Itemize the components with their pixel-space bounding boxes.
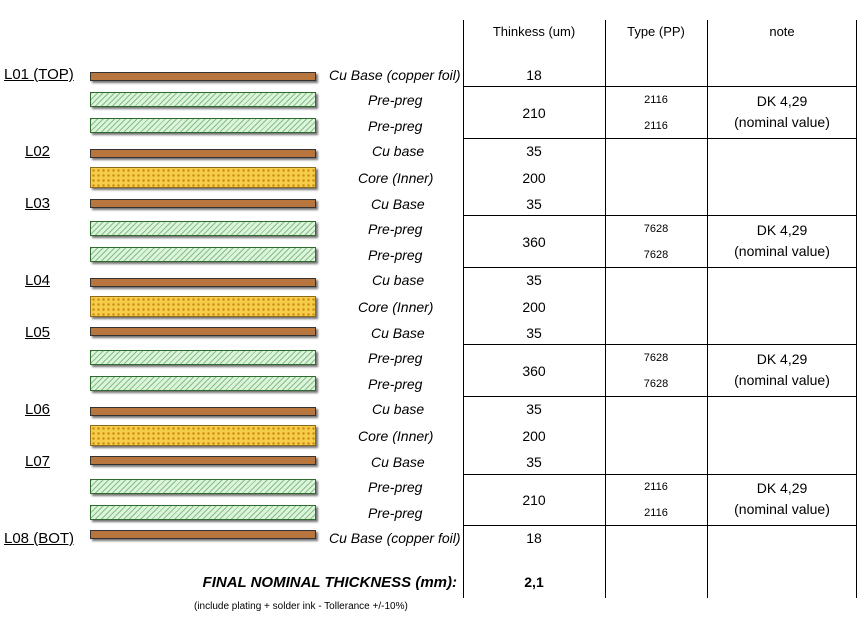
table-divider-note [707,20,708,598]
prepreg-type-value: 7628 [643,352,669,364]
prepreg-layer-bar [90,505,316,520]
final-thickness-footnote: (include plating + solder ink - Tolleran… [194,601,408,612]
copper-layer-bar [90,327,316,336]
thickness-value: 200 [522,428,546,444]
header-type: Type (PP) [627,24,685,39]
prepreg-type-value: 2116 [644,507,668,519]
thickness-value: 18 [526,530,542,546]
table-divider-thickness [463,20,464,598]
prepreg-layer-bar [90,376,316,391]
row-separator [463,525,857,526]
material-label: Core (Inner) [358,299,434,315]
prepreg-type-value: 2116 [644,120,668,132]
thickness-value: 200 [522,299,546,315]
prepreg-type-value: 7628 [643,249,669,261]
row-separator [463,396,857,397]
row-separator [463,474,857,475]
thickness-value: 18 [526,67,542,83]
thickness-value: 35 [526,143,542,159]
prepreg-layer-bar [90,247,316,262]
material-label: Cu Base [371,325,425,341]
note-cell: DK 4,29 (nominal value) [707,220,857,262]
core-layer-bar [90,296,316,317]
copper-layer-bar [90,72,316,81]
note-nominal: (nominal value) [734,501,830,517]
material-label: Pre-preg [368,505,423,521]
layer-label-l05: L05 [25,324,51,341]
note-nominal: (nominal value) [734,243,830,259]
header-thickness: Thinkess (um) [492,24,576,39]
prepreg-layer-bar [90,118,316,133]
material-label: Pre-preg [368,118,423,134]
note-dk: DK 4,29 [756,351,808,367]
core-layer-bar [90,167,316,188]
layer-label-l01: L01 (TOP) [4,66,74,83]
prepreg-layer-bar [90,221,316,236]
layer-label-l08: L08 (BOT) [4,530,75,547]
prepreg-layer-bar [90,350,316,365]
thickness-value: 360 [522,234,546,250]
thickness-value: 35 [526,196,542,212]
note-nominal: (nominal value) [734,114,830,130]
material-label: Cu base [372,143,425,159]
thickness-value: 35 [526,325,542,341]
row-separator [463,86,857,87]
core-layer-bar [90,425,316,446]
copper-layer-bar [90,199,316,208]
material-label: Core (Inner) [358,428,434,444]
final-thickness-value: 2,1 [524,574,544,590]
row-separator [463,267,857,268]
copper-layer-bar [90,278,316,287]
layer-label-l06: L06 [25,401,51,418]
prepreg-layer-bar [90,479,316,494]
material-label: Pre-preg [368,479,423,495]
copper-layer-bar [90,407,316,416]
final-thickness-label: FINAL NOMINAL THICKNESS (mm): [202,574,457,591]
thickness-value: 210 [522,492,546,508]
thickness-value: 200 [522,170,546,186]
layer-label-l04: L04 [25,272,51,289]
row-separator [463,138,857,139]
material-label: Cu Base [371,454,425,470]
material-label: Cu base [372,401,425,417]
note-dk: DK 4,29 [756,93,808,109]
prepreg-type-value: 2116 [644,481,668,493]
note-nominal: (nominal value) [734,372,830,388]
material-label: Pre-preg [368,376,423,392]
note-cell: DK 4,29 (nominal value) [707,91,857,133]
header-note: note [769,24,795,39]
thickness-value: 35 [526,454,542,470]
thickness-value: 360 [522,363,546,379]
copper-layer-bar [90,456,316,465]
thickness-value: 210 [522,105,546,121]
row-separator [463,215,857,216]
prepreg-type-value: 2116 [644,94,668,106]
material-label: Core (Inner) [358,170,434,186]
note-cell: DK 4,29 (nominal value) [707,349,857,391]
material-label: Cu Base (copper foil) [329,67,461,83]
material-label: Cu Base [371,196,425,212]
layer-label-l03: L03 [25,195,51,212]
copper-layer-bar [90,149,316,158]
material-label: Pre-preg [368,92,423,108]
layer-label-l07: L07 [25,453,51,470]
material-label: Cu Base (copper foil) [329,530,461,546]
layer-label-l02: L02 [25,143,51,160]
note-dk: DK 4,29 [756,480,808,496]
thickness-value: 35 [526,272,542,288]
copper-layer-bar [90,530,316,539]
table-divider-type [605,20,606,598]
material-label: Cu base [372,272,425,288]
note-dk: DK 4,29 [756,222,808,238]
note-cell: DK 4,29 (nominal value) [707,478,857,520]
prepreg-layer-bar [90,92,316,107]
material-label: Pre-preg [368,221,423,237]
row-separator [463,344,857,345]
material-label: Pre-preg [368,350,423,366]
prepreg-type-value: 7628 [643,223,669,235]
material-label: Pre-preg [368,247,423,263]
prepreg-type-value: 7628 [643,378,669,390]
thickness-value: 35 [526,401,542,417]
